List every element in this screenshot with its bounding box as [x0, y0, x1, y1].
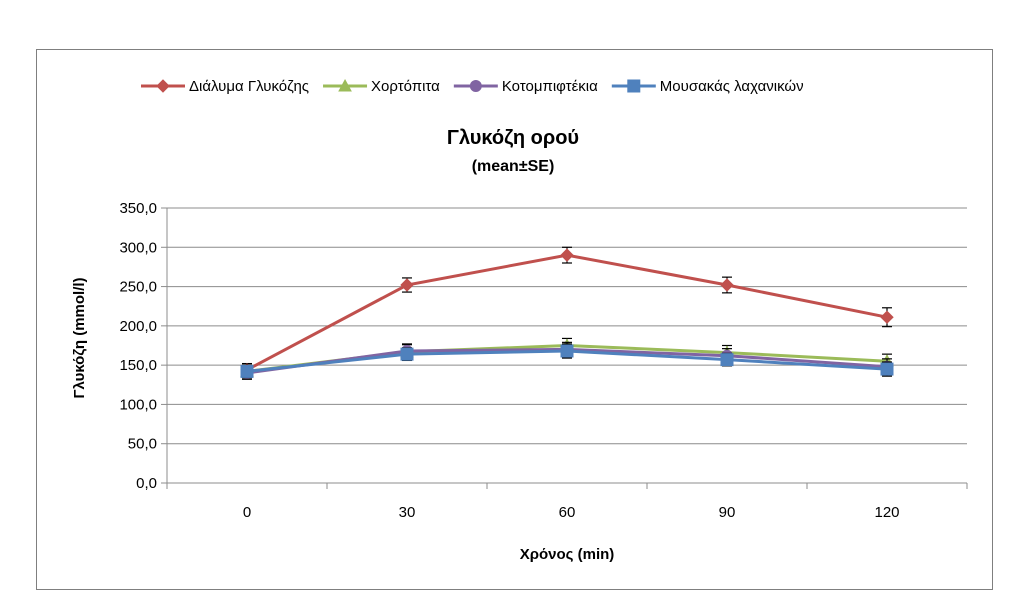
chart-frame: Διάλυμα Γλυκόζης Χορτόπιτα Κοτομπιφτέκια Μο…	[36, 49, 993, 590]
data-point	[240, 364, 254, 378]
y-tick-label: 300,0	[119, 239, 157, 256]
legend-label: Κοτομπιφτέκια	[502, 78, 598, 95]
data-point	[400, 278, 414, 292]
y-axis-title: Γλυκόζη (mmol/l)	[71, 277, 88, 398]
x-tick-label: 30	[399, 504, 416, 521]
y-tick-label: 0,0	[136, 475, 157, 492]
x-tick-label: 120	[874, 504, 899, 521]
legend: Διάλυμα Γλυκόζης Χορτόπιτα Κοτομπιφτέκια Μο…	[141, 78, 804, 95]
y-tick-labels: 0,0 50,0 100,0 150,0 200,0 250,0 300,0 350,0	[119, 200, 157, 492]
series-3	[240, 343, 894, 379]
x-tick-label: 60	[559, 504, 576, 521]
y-tick-label: 350,0	[119, 200, 157, 217]
y-tick-label: 50,0	[128, 436, 157, 453]
data-point	[720, 353, 734, 367]
legend-marker	[469, 80, 482, 92]
legend-marker	[627, 79, 641, 93]
data-point	[720, 278, 734, 292]
axes	[166, 208, 968, 489]
y-tick-label: 150,0	[119, 357, 157, 374]
data-point	[880, 362, 894, 376]
chart-canvas: Διάλυμα Γλυκόζης Χορτόπιτα Κοτομπιφτέκια Μο…	[71, 78, 968, 563]
y-tick-label: 200,0	[119, 318, 157, 335]
legend-item: Διάλυμα Γλυκόζης	[141, 78, 309, 95]
data-point	[560, 344, 574, 358]
y-tick-label: 250,0	[119, 279, 157, 296]
x-tick-label: 90	[719, 504, 736, 521]
legend-item: Κοτομπιφτέκια	[453, 78, 598, 95]
y-tick-label: 100,0	[119, 396, 157, 413]
series-0	[240, 246, 894, 377]
legend-marker	[156, 79, 170, 93]
series-group	[240, 246, 894, 380]
legend-marker	[338, 78, 352, 92]
data-point	[560, 248, 574, 262]
legend-item: Μουσακάς λαχανικών	[611, 78, 804, 95]
legend-label: Μουσακάς λαχανικών	[660, 78, 804, 95]
data-point	[880, 310, 894, 324]
data-point	[400, 347, 414, 361]
x-tick-labels: 0 30 60 90 120	[243, 504, 900, 521]
legend-label: Διάλυμα Γλυκόζης	[189, 78, 309, 95]
chart-subtitle: (mean±SE)	[472, 158, 555, 175]
chart-title: Γλυκόζη ορού	[447, 127, 579, 149]
legend-label: Χορτόπιτα	[371, 78, 440, 95]
legend-item: Χορτόπιτα	[323, 78, 440, 95]
x-tick-label: 0	[243, 504, 251, 521]
x-axis-title: Χρόνος (min)	[520, 546, 615, 563]
